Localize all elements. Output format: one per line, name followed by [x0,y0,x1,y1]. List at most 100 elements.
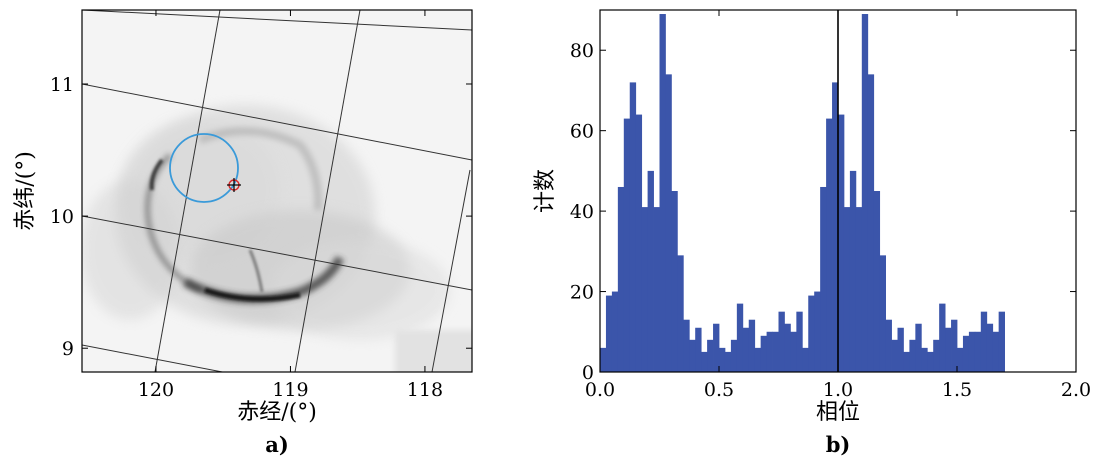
histogram-bar [838,114,845,373]
histogram-bar [724,351,732,372]
histogram-bar [754,347,762,372]
histogram-bar [736,303,744,372]
panel-b-ytick-label: 60 [570,121,594,143]
histogram-bar [707,339,714,372]
panel-a-xtick-label: 119 [272,379,308,401]
panel-a-xtick-label: 120 [138,379,174,401]
histogram-bar [629,82,637,373]
histogram-bar [742,327,750,372]
panel-b-xlabel: 相位 [816,400,860,425]
histogram-bar [784,323,791,372]
panel-a-xlabel: 赤经/(°) [237,400,317,425]
sky-image [82,10,472,372]
histogram-bar [814,291,821,372]
histogram-bar [915,323,922,372]
coordinate-grid [82,10,472,372]
histogram-bars [600,14,1005,373]
histogram-bar [730,339,738,372]
panel-b-ytick-label: 0 [582,362,594,384]
histogram-bar [653,207,660,372]
histogram-bar [867,74,875,372]
panel-b-xtick-label: 1.0 [823,379,853,401]
histogram-bar [849,170,857,372]
histogram-bar [891,339,898,372]
panel-a: 120 119 118 9 10 11 赤经/(°) 赤纬/(°) a) [13,9,473,457]
histogram-bar [677,255,684,372]
panel-a-ytick-label: 11 [50,74,74,96]
panel-b-ytick-label: 20 [570,282,594,304]
histogram-bar [974,331,982,372]
histogram-bar [939,303,946,372]
panel-b-ytick-label: 40 [570,201,594,223]
histogram-bar [719,347,726,372]
histogram-bar [992,331,1000,372]
histogram-bar [885,319,892,372]
histogram-bar [945,327,952,372]
histogram-bar [701,351,708,372]
histogram-bar [659,14,666,373]
histogram-bar [766,331,773,372]
panel-a-ytick-label: 10 [50,206,74,228]
histogram-bar [772,331,779,372]
histogram-bar [617,186,625,372]
panel-a-label: a) [265,432,289,457]
histogram-bar [802,347,809,372]
panel-a-frame [81,9,473,373]
histogram-bar [778,311,785,372]
panel-a-xtick-label: 118 [407,379,443,401]
histogram-bar [933,339,940,372]
panel-b-label: b) [826,432,851,457]
histogram-bar [611,291,619,372]
histogram-bar [605,295,613,372]
histogram-bar [683,319,690,372]
histogram-bar [826,118,833,372]
histogram-bar [843,207,851,372]
histogram-bar [671,191,678,372]
histogram-bar [921,347,928,372]
histogram-bar [879,255,886,372]
histogram-bar [641,207,648,372]
histogram-bar [861,14,869,373]
histogram-bar [635,114,643,373]
panel-b-xtick-label: 0.5 [704,379,734,401]
histogram-bar [986,323,994,372]
histogram-bar [713,323,720,372]
histogram-bar [748,319,756,372]
histogram-bar [760,335,767,372]
histogram-bar [903,351,910,372]
histogram-bar [980,311,988,372]
histogram-bar [600,347,607,372]
histogram-bar [623,118,631,372]
histogram-bar [962,335,970,372]
histogram-bar [951,319,958,372]
extraction-circle [169,133,239,203]
histogram-bar [909,339,916,372]
panel-b-ytick-label: 80 [570,40,594,62]
histogram-bar [647,170,654,372]
panel-b-axes: 0.0 0.5 1.0 1.5 2.0 0 20 40 60 80 [570,10,1091,401]
histogram-bar [790,331,797,372]
histogram-bar [897,327,904,372]
panel-b-ylabel: 计数 [533,169,558,213]
histogram-bar [927,351,934,372]
histogram-bar [832,82,839,373]
histogram-bar [796,311,803,372]
panel-a-ytick-label: 9 [62,338,74,360]
histogram-bar [689,339,696,372]
source-marker [227,178,241,192]
panel-a-axes: 120 119 118 9 10 11 [50,10,472,401]
histogram-bar [873,191,881,372]
panel-b: 0.0 0.5 1.0 1.5 2.0 0 20 40 60 80 相位 计数 b) [533,9,1091,457]
panel-b-xtick-label: 0.0 [585,379,615,401]
histogram-bar [808,295,815,372]
histogram-bar [665,74,672,372]
histogram-bar [695,327,702,372]
panel-b-xtick-label: 1.5 [942,379,972,401]
histogram-bar [957,347,964,372]
histogram-bar [968,331,976,372]
panel-a-ylabel: 赤纬/(°) [13,151,38,231]
histogram-bar [855,207,863,372]
panel-b-xtick-label: 2.0 [1061,379,1091,401]
histogram-bar [820,186,827,372]
